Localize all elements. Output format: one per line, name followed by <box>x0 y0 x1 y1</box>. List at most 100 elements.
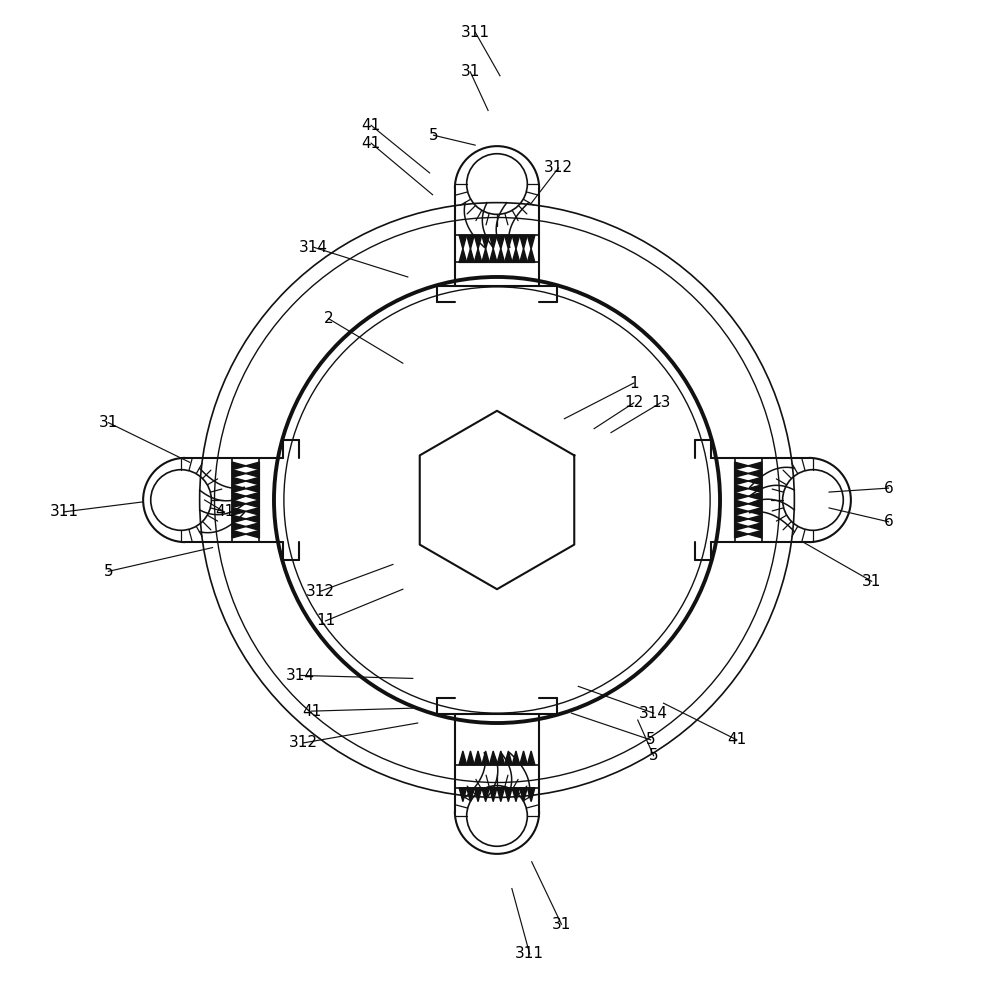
Polygon shape <box>459 751 466 765</box>
Polygon shape <box>466 788 474 802</box>
Polygon shape <box>735 485 748 492</box>
Polygon shape <box>482 751 489 765</box>
Polygon shape <box>466 751 474 765</box>
Text: 6: 6 <box>884 514 894 529</box>
Text: 2: 2 <box>324 311 333 326</box>
Text: 11: 11 <box>316 613 335 628</box>
Text: 41: 41 <box>215 504 234 519</box>
Polygon shape <box>246 508 259 515</box>
Text: 311: 311 <box>460 25 490 40</box>
Polygon shape <box>735 462 748 470</box>
Polygon shape <box>246 523 259 530</box>
Polygon shape <box>482 249 489 262</box>
Polygon shape <box>520 249 528 262</box>
Polygon shape <box>489 751 497 765</box>
Text: 312: 312 <box>306 584 335 599</box>
Polygon shape <box>520 751 528 765</box>
Polygon shape <box>747 523 761 530</box>
Polygon shape <box>233 523 247 530</box>
Polygon shape <box>747 462 761 470</box>
Text: 12: 12 <box>624 395 643 410</box>
Polygon shape <box>528 788 535 802</box>
Polygon shape <box>747 530 761 538</box>
Polygon shape <box>233 462 247 470</box>
Text: 31: 31 <box>460 64 480 79</box>
Text: 5: 5 <box>646 732 655 747</box>
Polygon shape <box>489 788 497 802</box>
Polygon shape <box>520 788 528 802</box>
Polygon shape <box>233 508 247 515</box>
Polygon shape <box>474 249 482 262</box>
Polygon shape <box>246 515 259 523</box>
Polygon shape <box>747 485 761 492</box>
Polygon shape <box>489 235 497 249</box>
Polygon shape <box>233 515 247 523</box>
Polygon shape <box>482 788 489 802</box>
Polygon shape <box>233 500 247 508</box>
Text: 5: 5 <box>103 564 113 579</box>
Polygon shape <box>505 235 512 249</box>
Polygon shape <box>735 523 748 530</box>
Polygon shape <box>505 249 512 262</box>
Text: 314: 314 <box>299 240 328 255</box>
Polygon shape <box>735 530 748 538</box>
Polygon shape <box>482 235 489 249</box>
Text: 13: 13 <box>651 395 670 410</box>
Polygon shape <box>528 235 535 249</box>
Text: 31: 31 <box>862 574 882 589</box>
Text: 314: 314 <box>639 706 668 721</box>
Polygon shape <box>474 235 482 249</box>
Polygon shape <box>505 788 512 802</box>
Polygon shape <box>735 477 748 485</box>
Polygon shape <box>747 470 761 477</box>
Polygon shape <box>747 500 761 508</box>
Polygon shape <box>497 235 505 249</box>
Polygon shape <box>466 249 474 262</box>
Polygon shape <box>459 249 466 262</box>
Polygon shape <box>735 492 748 500</box>
Polygon shape <box>246 500 259 508</box>
Polygon shape <box>474 788 482 802</box>
Polygon shape <box>497 249 505 262</box>
Polygon shape <box>459 788 466 802</box>
Polygon shape <box>246 492 259 500</box>
Polygon shape <box>747 492 761 500</box>
Text: 312: 312 <box>289 735 318 750</box>
Polygon shape <box>512 249 520 262</box>
Text: 31: 31 <box>98 415 118 430</box>
Polygon shape <box>246 485 259 492</box>
Text: 41: 41 <box>302 704 321 719</box>
Text: 41: 41 <box>362 118 381 133</box>
Polygon shape <box>512 751 520 765</box>
Polygon shape <box>520 235 528 249</box>
Text: 311: 311 <box>50 504 79 519</box>
Polygon shape <box>233 470 247 477</box>
Polygon shape <box>474 751 482 765</box>
Text: 314: 314 <box>286 668 315 683</box>
Polygon shape <box>528 751 535 765</box>
Polygon shape <box>246 530 259 538</box>
Text: 1: 1 <box>629 376 638 391</box>
Text: 31: 31 <box>552 917 572 932</box>
Polygon shape <box>233 485 247 492</box>
Polygon shape <box>246 470 259 477</box>
Polygon shape <box>747 508 761 515</box>
Polygon shape <box>466 235 474 249</box>
Polygon shape <box>747 477 761 485</box>
Polygon shape <box>459 235 466 249</box>
Polygon shape <box>489 249 497 262</box>
Polygon shape <box>497 788 505 802</box>
Polygon shape <box>747 515 761 523</box>
Text: 312: 312 <box>544 160 573 175</box>
Polygon shape <box>735 470 748 477</box>
Text: 41: 41 <box>362 136 381 151</box>
Polygon shape <box>735 515 748 523</box>
Polygon shape <box>233 530 247 538</box>
Text: 6: 6 <box>884 481 894 496</box>
Text: 5: 5 <box>428 128 438 143</box>
Polygon shape <box>512 235 520 249</box>
Polygon shape <box>233 477 247 485</box>
Text: 311: 311 <box>515 946 544 961</box>
Text: 41: 41 <box>728 732 746 747</box>
Text: 5: 5 <box>649 748 658 763</box>
